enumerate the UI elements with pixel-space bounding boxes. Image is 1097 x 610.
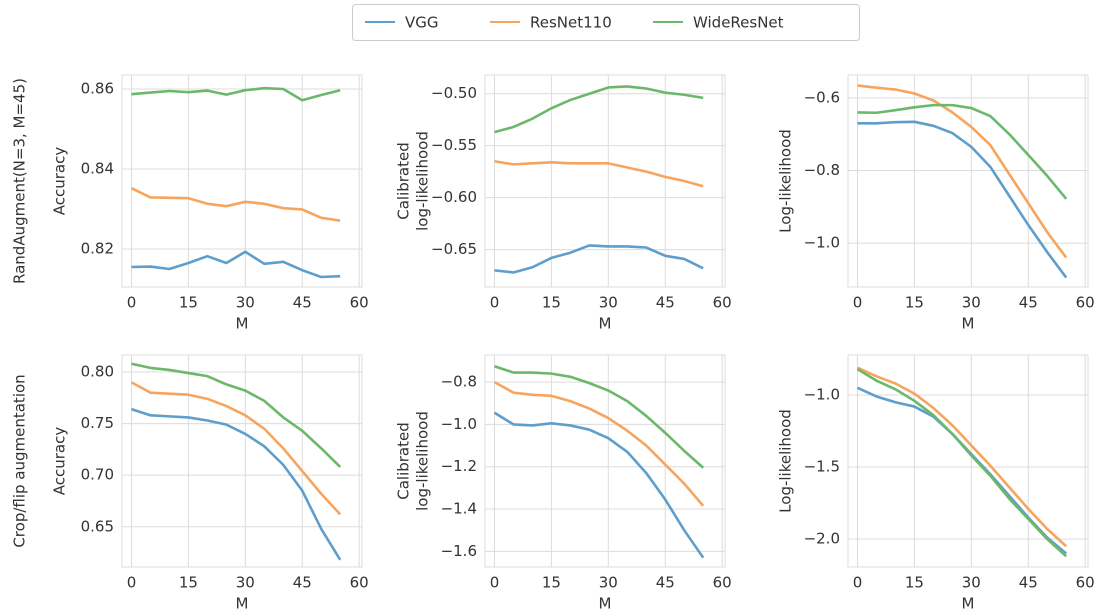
x-axis-label: M bbox=[599, 595, 612, 610]
y-axis-label: Calibrated bbox=[395, 422, 413, 500]
legend-label: WideResNet bbox=[693, 14, 784, 32]
series-line bbox=[131, 362, 342, 468]
x-tick-label: 15 bbox=[542, 574, 561, 592]
y-tick-label: 0.80 bbox=[81, 363, 114, 381]
y-axis-label: Log-likelihood bbox=[777, 129, 795, 233]
y-tick-label: 0.65 bbox=[81, 517, 114, 535]
x-tick-label: 15 bbox=[905, 574, 924, 592]
series-line bbox=[494, 85, 704, 134]
row-label: RandAugment(N=3, M=45) bbox=[11, 78, 29, 284]
x-tick-label: 60 bbox=[350, 294, 369, 312]
series-line bbox=[130, 381, 342, 516]
series-line bbox=[857, 120, 1068, 279]
y-tick-label: −1.0 bbox=[804, 234, 840, 252]
y-tick-label: 0.86 bbox=[81, 80, 114, 98]
series-line bbox=[130, 187, 341, 222]
row-label: Crop/flip augmentation bbox=[11, 374, 29, 547]
x-tick-label: 60 bbox=[350, 574, 369, 592]
y-tick-label: −1.5 bbox=[804, 458, 840, 476]
series-line bbox=[493, 380, 705, 507]
series-line bbox=[856, 386, 1068, 555]
x-tick-label: 60 bbox=[1076, 574, 1095, 592]
x-tick-label: 0 bbox=[853, 574, 863, 592]
series-line bbox=[856, 368, 1068, 558]
y-tick-label: −0.55 bbox=[431, 136, 477, 154]
y-axis-label: log-likelihood bbox=[414, 131, 432, 231]
x-axis-label: M bbox=[236, 595, 249, 610]
x-tick-label: 45 bbox=[656, 574, 675, 592]
plot-frame bbox=[847, 74, 1089, 288]
x-tick-label: 0 bbox=[490, 294, 500, 312]
x-tick-label: 15 bbox=[179, 574, 198, 592]
x-tick-label: 0 bbox=[127, 574, 137, 592]
y-tick-label: −0.6 bbox=[804, 88, 840, 106]
series-line bbox=[131, 250, 341, 279]
series-line bbox=[856, 366, 1068, 548]
x-tick-label: 15 bbox=[542, 294, 561, 312]
x-tick-label: 30 bbox=[962, 574, 981, 592]
legend-label: ResNet110 bbox=[530, 14, 612, 32]
plot-frame bbox=[847, 354, 1089, 568]
y-tick-label: −0.60 bbox=[431, 188, 477, 206]
x-tick-label: 60 bbox=[713, 574, 732, 592]
y-tick-label: −0.8 bbox=[804, 161, 840, 179]
y-axis-label: Calibrated bbox=[395, 142, 413, 220]
x-tick-label: 45 bbox=[1019, 574, 1038, 592]
x-tick-label: 30 bbox=[599, 574, 618, 592]
y-tick-label: −1.6 bbox=[441, 542, 477, 560]
y-tick-label: −1.0 bbox=[804, 386, 840, 404]
x-tick-label: 0 bbox=[853, 294, 863, 312]
legend-box bbox=[352, 4, 860, 41]
y-axis-label: Accuracy bbox=[51, 147, 69, 216]
series-line bbox=[857, 84, 1068, 259]
series-line bbox=[493, 411, 705, 559]
y-tick-label: −1.4 bbox=[441, 500, 477, 518]
x-tick-label: 30 bbox=[962, 294, 981, 312]
y-tick-label: −1.0 bbox=[441, 415, 477, 433]
series-line bbox=[494, 244, 704, 274]
plot-frame bbox=[484, 74, 726, 288]
x-tick-label: 45 bbox=[1019, 294, 1038, 312]
y-axis-label: Accuracy bbox=[51, 427, 69, 496]
x-tick-label: 60 bbox=[1076, 294, 1095, 312]
y-tick-label: 0.70 bbox=[81, 466, 114, 484]
y-tick-label: −1.2 bbox=[441, 457, 477, 475]
x-tick-label: 30 bbox=[236, 574, 255, 592]
x-tick-label: 45 bbox=[656, 294, 675, 312]
series-line bbox=[494, 159, 704, 188]
y-tick-label: 0.84 bbox=[81, 160, 114, 178]
x-tick-label: 45 bbox=[293, 294, 312, 312]
y-tick-label: −2.0 bbox=[804, 530, 840, 548]
x-tick-label: 0 bbox=[490, 574, 500, 592]
y-tick-label: 0.82 bbox=[81, 240, 114, 258]
series-line bbox=[131, 407, 342, 561]
plot-frame bbox=[484, 354, 726, 568]
y-axis-label: log-likelihood bbox=[414, 411, 432, 511]
x-axis-label: M bbox=[962, 595, 975, 610]
series-line bbox=[131, 86, 341, 102]
x-tick-label: 45 bbox=[293, 574, 312, 592]
x-tick-label: 0 bbox=[127, 294, 137, 312]
x-tick-label: 15 bbox=[179, 294, 198, 312]
series-line bbox=[857, 103, 1068, 200]
x-tick-label: 15 bbox=[905, 294, 924, 312]
legend-label: VGG bbox=[405, 14, 439, 32]
plot-frame bbox=[121, 354, 363, 568]
y-tick-label: −0.8 bbox=[441, 373, 477, 391]
y-tick-label: −0.65 bbox=[431, 240, 477, 258]
y-tick-label: 0.75 bbox=[81, 414, 114, 432]
series-line bbox=[494, 364, 705, 469]
x-axis-label: M bbox=[599, 315, 612, 333]
plot-frame bbox=[121, 74, 363, 288]
x-axis-label: M bbox=[962, 315, 975, 333]
y-axis-label: Log-likelihood bbox=[777, 409, 795, 513]
x-tick-label: 60 bbox=[713, 294, 732, 312]
x-axis-label: M bbox=[236, 315, 249, 333]
y-tick-label: −0.50 bbox=[431, 84, 477, 102]
x-tick-label: 30 bbox=[236, 294, 255, 312]
x-tick-label: 30 bbox=[599, 294, 618, 312]
